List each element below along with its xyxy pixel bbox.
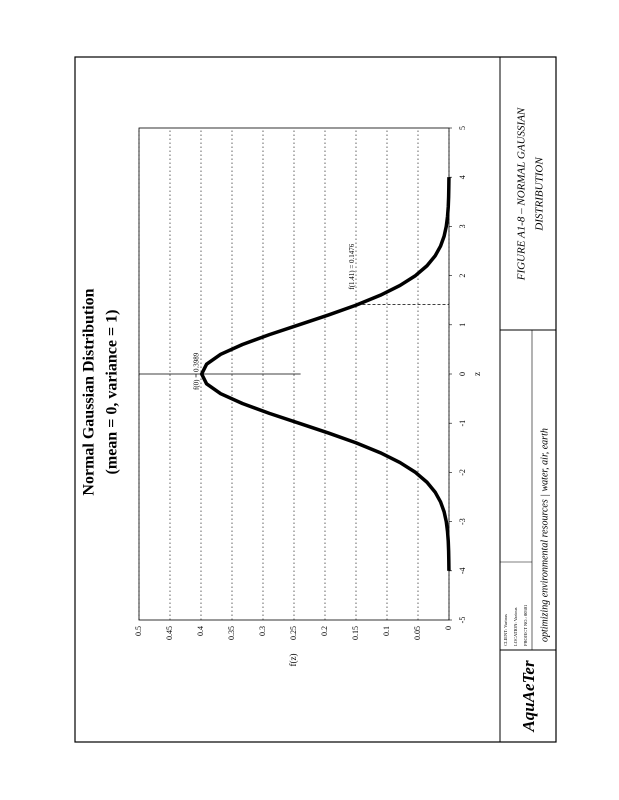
landscape-sheet: AquAeTer optimizing environmental resour… — [81, 57, 556, 742]
x-tick-label: -5 — [458, 617, 467, 624]
x-tick-label: 2 — [458, 274, 467, 278]
field: CLIENT: Various — [503, 614, 508, 646]
y-axis-label: f(z) — [288, 654, 298, 667]
y-tick-label: 0.1 — [382, 626, 391, 636]
x-tick-label: -1 — [458, 420, 467, 427]
y-tick-label: 0.15 — [351, 626, 360, 640]
y-tick-label: 0.2 — [320, 626, 329, 636]
field: LOCATION: Various — [513, 607, 518, 646]
field: PROJECT NO.: 00301 — [523, 605, 528, 646]
y-tick-label: 0.4 — [196, 626, 205, 636]
annotation: f(0) = 0.3989 — [192, 352, 200, 390]
y-tick-label: 0 — [444, 626, 453, 630]
curve — [199, 177, 451, 571]
x-tick-label: -3 — [458, 518, 467, 525]
tagline: optimizing environmental resources | wat… — [539, 428, 550, 642]
figure-title: FIGURE A1-8 – NORMAL GAUSSIAN — [516, 107, 528, 281]
y-tick-label: 0.05 — [413, 626, 422, 640]
x-tick-label: 3 — [458, 224, 467, 228]
x-tick-label: 1 — [458, 323, 467, 327]
chart-subtitle: (mean = 0, variance = 1) — [104, 310, 121, 475]
y-tick-label: 0.35 — [227, 626, 236, 640]
x-tick-label: 5 — [458, 126, 467, 130]
page-border — [74, 56, 557, 743]
x-tick-label: -2 — [458, 469, 467, 476]
chart-title: Normal Gaussian Distribution — [81, 288, 98, 495]
x-tick-label: 0 — [458, 372, 467, 376]
x-axis-label: z — [472, 372, 482, 376]
y-tick-label: 0.3 — [258, 626, 267, 636]
y-tick-label: 0.25 — [289, 626, 298, 640]
y-tick-label: 0.5 — [134, 626, 143, 636]
logo: AquAeTer — [519, 660, 538, 733]
y-tick-label: 0.45 — [165, 626, 174, 640]
figure-title: DISTRIBUTION — [534, 157, 546, 232]
x-tick-label: 4 — [458, 175, 467, 179]
x-tick-label: -4 — [458, 567, 467, 574]
annotation: f(1.41) = 0.1476 — [348, 243, 356, 289]
